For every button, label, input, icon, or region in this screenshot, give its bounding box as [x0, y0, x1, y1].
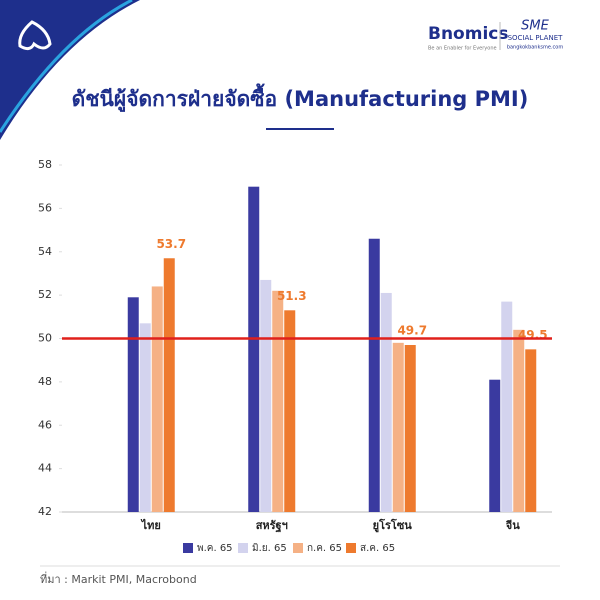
x-tick-label: ไทย	[140, 518, 161, 532]
bar	[501, 301, 513, 512]
data-label: 51.3	[277, 289, 307, 303]
corner-stroke	[0, 0, 133, 133]
legend-swatch	[238, 543, 248, 553]
bar	[525, 349, 537, 512]
chart-title: ดัชนีผู้จัดการฝ่ายจัดซื้อ (Manufacturing…	[72, 83, 529, 113]
x-tick-label: จีน	[505, 519, 520, 532]
partner: SME	[521, 19, 549, 34]
bar	[163, 258, 175, 512]
brand: Bnomics	[428, 24, 508, 44]
data-label: 49.7	[397, 324, 427, 338]
y-tick-label: 52	[38, 288, 52, 301]
y-tick-label: 58	[38, 158, 52, 171]
bar	[127, 297, 139, 512]
legend-swatch	[346, 543, 356, 553]
legend-label: มิ.ย. 65	[252, 543, 287, 554]
bar	[513, 329, 525, 512]
bar	[404, 345, 416, 512]
y-tick-label: 42	[38, 505, 52, 518]
x-tick-label: สหรัฐฯ	[256, 519, 288, 533]
bar	[489, 379, 501, 512]
corner-decoration	[0, 0, 140, 140]
bar	[272, 290, 284, 512]
y-tick-label: 54	[38, 245, 52, 258]
logo-icon	[18, 20, 52, 51]
bar	[260, 279, 272, 512]
legend-label: พ.ค. 65	[197, 543, 233, 554]
legend-label: ส.ค. 65	[360, 543, 395, 554]
bar	[392, 342, 404, 512]
partner-sub: SOCIAL PLANET	[508, 34, 564, 42]
tagline: Be an Enabler for Everyone	[428, 46, 497, 52]
bar	[380, 292, 392, 512]
legend-swatch	[183, 543, 193, 553]
y-tick-label: 56	[38, 201, 52, 214]
data-label: 53.7	[156, 237, 186, 251]
y-tick-label: 46	[38, 418, 52, 431]
bar	[368, 238, 380, 513]
legend-swatch	[293, 543, 303, 553]
bar	[139, 323, 151, 512]
y-tick-label: 50	[38, 332, 52, 345]
partner-url: bangkokbanksme.com	[507, 45, 564, 51]
bar	[151, 286, 163, 512]
source: ที่มา : Markit PMI, Macrobond	[40, 571, 197, 586]
bar	[248, 186, 260, 512]
legend-label: ก.ค. 65	[307, 543, 342, 554]
x-tick-label: ยูโรโซน	[373, 518, 413, 533]
y-tick-label: 48	[38, 375, 52, 388]
bar	[284, 310, 296, 512]
y-tick-label: 44	[38, 462, 52, 475]
